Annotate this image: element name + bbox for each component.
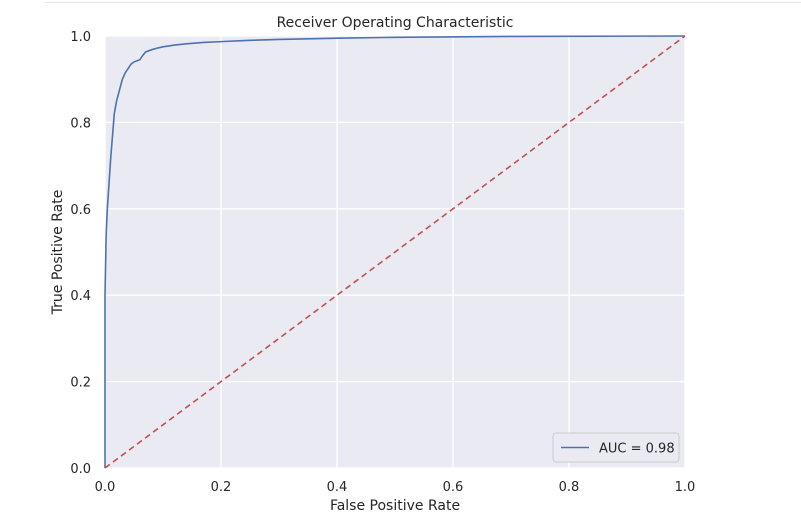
- x-axis-ticks: 0.0 0.2 0.4 0.6 0.8 1.0: [95, 480, 696, 495]
- x-tick-label: 0.6: [443, 480, 464, 495]
- legend-label-auc: AUC = 0.98: [599, 442, 675, 457]
- y-axis-title: True Positive Rate: [50, 190, 66, 316]
- x-tick-label: 0.4: [327, 480, 348, 495]
- y-tick-label: 0.8: [70, 116, 91, 131]
- x-tick-label: 0.8: [559, 480, 580, 495]
- chance-diagonal-line: [104, 35, 686, 469]
- legend-box: [552, 432, 680, 463]
- y-tick-label: 0.2: [70, 376, 91, 391]
- x-tick-label: 0.0: [95, 480, 116, 495]
- x-axis-title: False Positive Rate: [330, 498, 460, 514]
- roc-curve-line: [104, 35, 686, 468]
- y-axis-ticks: 0.0 0.2 0.4 0.6 0.8 1.0: [70, 30, 91, 477]
- y-tick-label: 1.0: [70, 30, 91, 45]
- y-tick-label: 0.0: [70, 462, 91, 477]
- top-frame-line: [44, 0, 801, 3]
- chart-title: Receiver Operating Characteristic: [277, 15, 514, 31]
- y-tick-label: 0.6: [70, 203, 91, 218]
- legend: AUC = 0.98: [552, 432, 680, 463]
- y-tick-label: 0.4: [70, 289, 91, 304]
- grid: [104, 35, 686, 469]
- x-tick-label: 0.2: [211, 480, 232, 495]
- series-group: [104, 35, 686, 469]
- x-tick-label: 1.0: [675, 480, 696, 495]
